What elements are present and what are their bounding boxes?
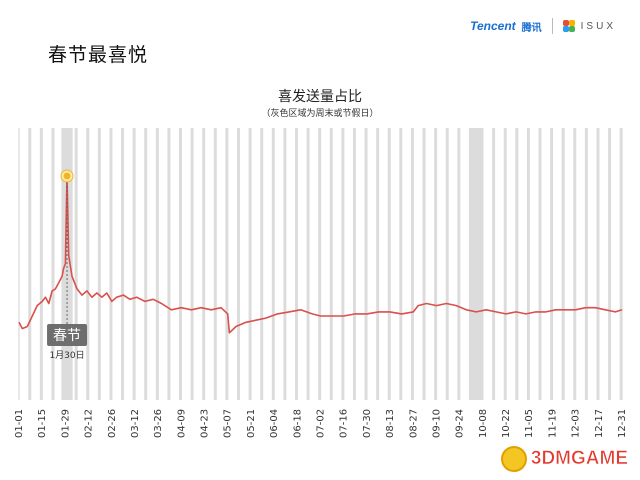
weekend-band	[364, 128, 368, 400]
x-tick-label: 07-30	[362, 409, 373, 438]
weekend-band	[179, 128, 183, 400]
chart-title: 喜发送量占比	[278, 89, 362, 105]
x-tick-label: 04-23	[200, 409, 211, 438]
weekend-band	[538, 128, 542, 400]
x-tick-label: 10-08	[478, 409, 489, 438]
x-tick-label: 02-12	[84, 409, 95, 438]
weekend-band	[596, 128, 600, 400]
weekend-band	[121, 128, 125, 400]
weekend-band	[283, 128, 287, 400]
weekend-band	[109, 128, 113, 400]
logo-tencent-text: Tencent	[470, 19, 516, 33]
weekend-band	[619, 128, 623, 400]
weekend-band	[86, 128, 90, 400]
weekend-band	[550, 128, 554, 400]
weekend-band	[74, 128, 78, 400]
weekend-band	[144, 128, 148, 400]
weekend-band	[410, 128, 414, 400]
3dmgame-watermark: 3DMGAME	[500, 446, 629, 472]
x-tick-label: 01-01	[14, 409, 25, 438]
weekend-band	[237, 128, 240, 400]
x-tick-label: 03-12	[130, 409, 141, 438]
weekend-band	[503, 128, 507, 400]
tencent-isux-logo: Tencent 腾讯 ISUX	[470, 18, 616, 34]
weekend-band	[608, 128, 612, 400]
weekend-band	[18, 128, 20, 400]
weekend-band	[97, 128, 101, 400]
weekend-band	[352, 128, 356, 400]
x-tick-label: 01-29	[60, 409, 71, 438]
weekend-band	[434, 128, 438, 400]
weekend-band	[515, 128, 519, 400]
peak-marker	[63, 172, 71, 180]
weekend-band	[213, 128, 217, 400]
x-tick-label: 05-21	[246, 409, 257, 438]
weekend-band	[457, 128, 461, 400]
x-tick-label: 09-24	[455, 409, 466, 438]
mascot-icon	[500, 446, 527, 472]
weekend-band	[225, 128, 229, 400]
logo-isux-text: ISUX	[580, 20, 616, 32]
annotation-label: 春节	[53, 328, 81, 344]
weekend-band	[329, 128, 333, 400]
isux-mark-icon	[562, 20, 575, 32]
weekend-band	[492, 128, 496, 400]
weekend-band	[155, 128, 159, 400]
logo-divider	[551, 18, 553, 34]
series-line	[18, 175, 623, 334]
weekend-band	[387, 128, 391, 400]
weekend-band	[422, 128, 426, 400]
weekend-band	[190, 128, 194, 400]
x-tick-label: 03-26	[153, 409, 164, 438]
weekend-band	[28, 128, 32, 400]
x-tick-label: 10-22	[501, 409, 512, 438]
x-tick-label: 04-09	[176, 409, 187, 438]
x-tick-label: 12-31	[617, 409, 628, 438]
weekend-band	[341, 128, 345, 400]
weekend-band	[468, 128, 472, 400]
x-axis-ticks: 01-01 01-15 01-29 02-12 02-26 03-12 03-26 04-09…	[14, 409, 628, 438]
weekend-band	[167, 128, 171, 400]
weekend-band	[202, 128, 206, 400]
x-tick-label: 12-17	[594, 409, 605, 438]
x-tick-label: 09-10	[431, 409, 442, 438]
weekend-bands	[18, 128, 623, 400]
weekend-band	[260, 128, 264, 400]
x-tick-label: 06-18	[292, 409, 303, 438]
watermark-text: 3DMGAME	[530, 448, 629, 470]
weekend-band	[39, 128, 43, 400]
x-tick-label: 11-05	[524, 409, 535, 438]
weekend-band	[573, 128, 577, 400]
weekend-band	[306, 128, 310, 400]
weekend-band	[526, 128, 530, 400]
x-tick-label: 02-26	[107, 409, 118, 438]
x-tick-label: 07-16	[339, 409, 350, 438]
weekend-band	[584, 128, 588, 400]
x-tick-label: 06-04	[269, 409, 280, 438]
annotation-date: 1月30日	[49, 350, 84, 361]
weekend-band	[132, 128, 136, 400]
page-title: 春节最喜悦	[48, 44, 149, 66]
x-tick-label: 12-03	[571, 409, 582, 438]
weekend-band	[376, 128, 380, 400]
x-tick-label: 08-27	[408, 409, 419, 438]
weekend-band	[271, 128, 275, 400]
annotation-label-box	[47, 324, 88, 346]
weekend-band	[294, 128, 298, 400]
weekend-band	[399, 128, 403, 400]
x-tick-label: 01-15	[37, 409, 48, 438]
x-tick-label: 05-07	[223, 409, 234, 438]
holiday-band	[470, 128, 484, 400]
weekend-band	[248, 128, 252, 400]
weekend-band	[318, 128, 322, 400]
x-tick-label: 07-02	[316, 409, 327, 438]
logo-tengxun-text: 腾讯	[521, 22, 542, 34]
x-tick-label: 11-19	[547, 409, 558, 438]
weekend-band	[445, 128, 449, 400]
weekend-band	[561, 128, 565, 400]
chart-subtitle: （灰色区域为周末或节假日）	[261, 109, 379, 119]
weekend-band	[51, 128, 55, 400]
x-tick-label: 08-13	[385, 409, 396, 438]
